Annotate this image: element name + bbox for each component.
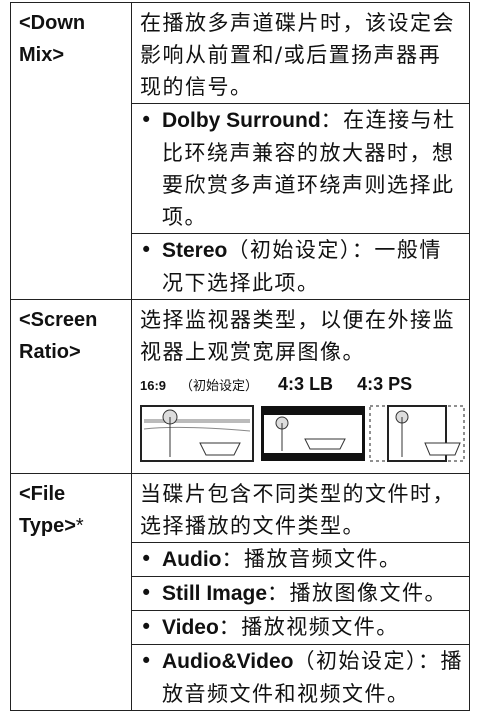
page: <Down Mix> 在播放多声道碟片时，该设定会影响从前置和/或后置扬声器再现… <box>0 0 478 672</box>
row: <Down Mix> 在播放多声道碟片时，该设定会影响从前置和/或后置扬声器再现… <box>10 2 470 300</box>
description-cell: 在播放多声道碟片时，该设定会影响从前置和/或后置扬声器再现的信号。 Dolby … <box>131 2 470 300</box>
term: Still Image <box>162 582 268 605</box>
description: 在播放多声道碟片时，该设定会影响从前置和/或后置扬声器再现的信号。 <box>140 11 455 99</box>
term: Stereo <box>162 239 228 262</box>
bullets: Dolby Surround：在连接与杜比环绕声兼容的放大器时，想要欣赏多声道环… <box>132 103 469 299</box>
text: （初始设定）：一般情况下选择此项。 <box>162 238 442 295</box>
description: 当碟片包含不同类型的文件时，选择播放的文件类型。 <box>140 482 455 538</box>
label: <File Type> <box>19 483 76 537</box>
bullet: Dolby Surround：在连接与杜比环绕声兼容的放大器时，想要欣赏多声道环… <box>132 103 469 233</box>
wide-image <box>140 405 254 462</box>
label: <Down Mix> <box>19 12 86 66</box>
description-cell: 当碟片包含不同类型的文件时，选择播放的文件类型。 Audio：播放音频文件。 S… <box>131 473 470 711</box>
bullet: Audio：播放音频文件。 <box>132 542 469 576</box>
text: ：播放音频文件。 <box>221 547 402 571</box>
text: ：播放视频文件。 <box>218 615 399 639</box>
text: ：播放图像文件。 <box>267 581 448 605</box>
label-cell: <Down Mix> <box>10 2 132 300</box>
row: <File Type>* 当碟片包含不同类型的文件时，选择播放的文件类型。 Au… <box>10 473 470 711</box>
bullet: Video：播放视频文件。 <box>132 610 469 644</box>
ratio-labels: 16:9 （初始设定） 4:3 LB 4:3 PS <box>140 370 463 401</box>
term: Dolby Surround <box>162 109 321 132</box>
ratio: 4:3 LB <box>278 374 334 394</box>
bullets: Audio：播放音频文件。 Still Image：播放图像文件。 Video：… <box>132 542 469 710</box>
ratio: 16:9 <box>140 378 167 393</box>
row: <Screen Ratio> 选择监视器类型，以便在外接监视器上观赏宽屏图像。 … <box>10 299 470 474</box>
bullet: Still Image：播放图像文件。 <box>132 576 469 610</box>
settings-table: <Down Mix> 在播放多声道碟片时，该设定会影响从前置和/或后置扬声器再现… <box>10 2 470 711</box>
ratio: 4:3 PS <box>357 374 413 394</box>
label-cell: <File Type>* <box>10 473 132 711</box>
ratio-illustrations <box>140 405 465 462</box>
label: <Screen Ratio> <box>19 309 98 363</box>
marker: * <box>75 515 84 537</box>
text: ：在连接与杜比环绕声兼容的放大器时，想要欣赏多声道环绕声则选择此项。 <box>162 108 456 229</box>
label-cell: <Screen Ratio> <box>10 299 132 474</box>
ratio-note: （初始设定） <box>180 379 259 394</box>
term: Audio <box>162 548 222 571</box>
description: 选择监视器类型，以便在外接监视器上观赏宽屏图像。 <box>140 308 455 364</box>
term: Video <box>162 616 219 639</box>
letterbox-image <box>261 406 365 461</box>
term: Audio&Video <box>162 650 294 673</box>
bullet: Stereo（初始设定）：一般情况下选择此项。 <box>132 233 469 299</box>
panscan-image <box>369 405 465 462</box>
description-cell: 选择监视器类型，以便在外接监视器上观赏宽屏图像。 16:9 （初始设定） 4:3 L… <box>131 299 470 474</box>
bullet: Audio&Video（初始设定）：播放音频文件和视频文件。 <box>132 644 469 710</box>
